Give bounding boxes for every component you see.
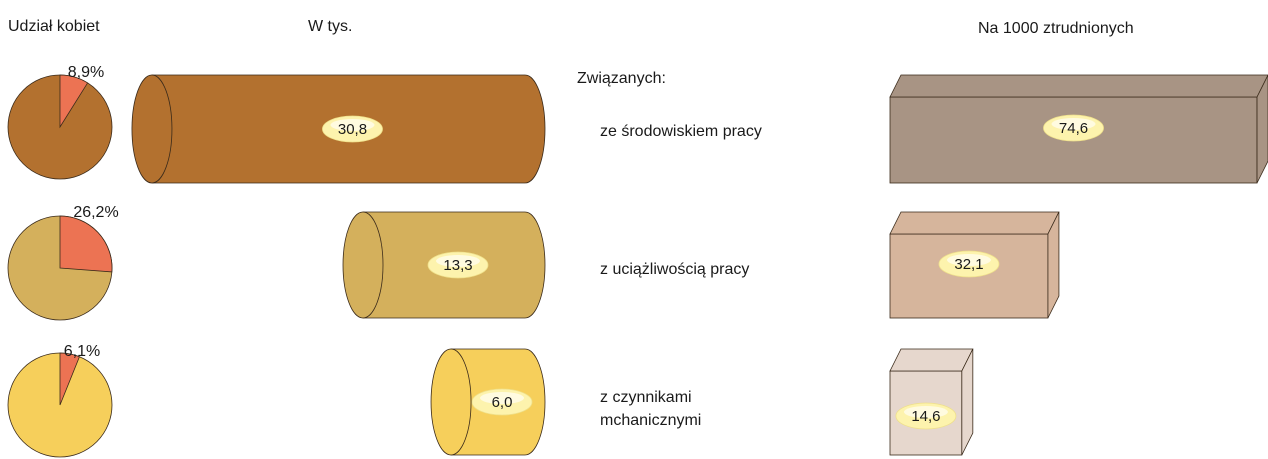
cylinder-cap: [342, 211, 384, 319]
value-label: 74,6: [1059, 120, 1088, 137]
value-label-shine: [1051, 118, 1096, 130]
pie-slice: [59, 215, 113, 273]
value-label: 13,3: [443, 257, 472, 274]
value-label-shine: [480, 392, 525, 404]
cylinder-cap: [430, 348, 472, 456]
value-label: 14,6: [911, 408, 940, 425]
pie-value-label: 8,9%: [68, 64, 104, 81]
box-side: [961, 348, 974, 456]
value-label: 32,1: [954, 256, 983, 273]
category-label: ze środowiskiem pracy: [600, 123, 762, 140]
box-side: [1256, 74, 1268, 184]
pie-slice: [59, 74, 89, 129]
box: [889, 211, 1060, 319]
cylinder-cap: [131, 74, 173, 184]
box: [889, 348, 974, 456]
box-top: [889, 74, 1268, 98]
category-label: z uciążliwością pracy: [600, 261, 749, 278]
value-label-shine: [330, 119, 375, 131]
pie-slice: [59, 352, 80, 406]
value-label: 30,8: [338, 121, 367, 138]
box-top: [889, 211, 1060, 235]
category-title: Związanych:: [577, 70, 666, 87]
value-label: 6,0: [492, 394, 513, 411]
category-label: z czynnikami mchanicznymi: [600, 389, 701, 429]
value-label-shine: [436, 255, 481, 267]
pie-title: Udział kobiet: [8, 18, 100, 35]
pie-value-label: 26,2%: [73, 204, 118, 221]
pie-value-label: 6,1%: [64, 343, 100, 360]
value-label-shine: [946, 254, 991, 266]
value-label-shine: [903, 406, 948, 418]
cylinder-title: W tys.: [308, 18, 352, 35]
box-title: Na 1000 ztrudnionych: [978, 20, 1134, 37]
box-side: [1047, 211, 1060, 319]
box-top: [889, 348, 974, 372]
